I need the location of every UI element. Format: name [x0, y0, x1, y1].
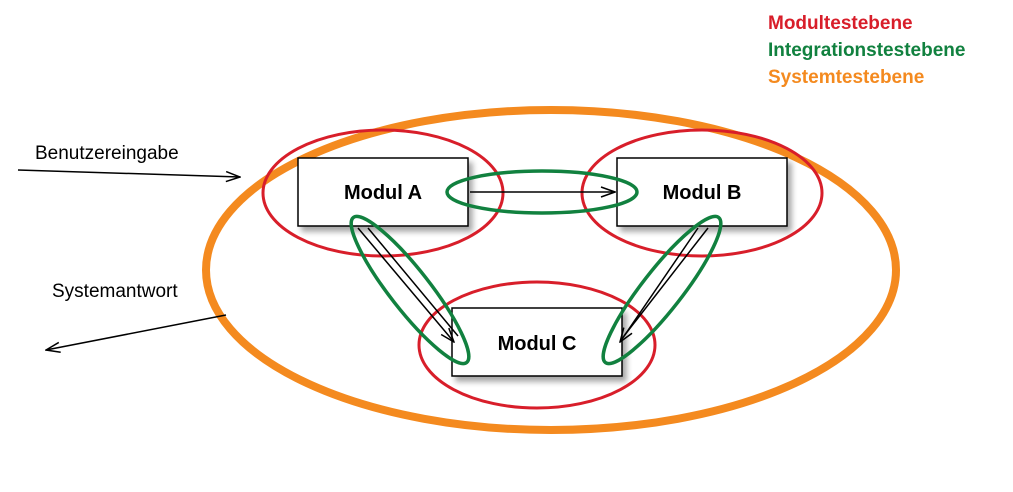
legend-module-level: Modultestebene [768, 13, 913, 34]
module-b-box: Modul B [616, 157, 788, 227]
integration-a-c-ellipse [349, 214, 471, 366]
integration-b-c-ellipse [601, 214, 723, 366]
user-input-label: Benutzereingabe [35, 143, 179, 164]
arrow-b-to-c-1 [620, 227, 699, 342]
module-b-test-ellipse [580, 128, 824, 258]
user-input-arrow [17, 169, 240, 177]
legend-integration-level: Integrationstestebene [768, 40, 966, 61]
system-response-label: Systemantwort [52, 281, 178, 302]
module-c-label: Modul C [498, 333, 577, 355]
module-a-label: Modul A [344, 182, 422, 204]
arrow-a-to-c-2 [367, 227, 459, 337]
system-response-arrow [46, 314, 227, 350]
integration-a-b-ellipse [445, 169, 639, 215]
module-b-label: Modul B [663, 182, 742, 204]
legend: Modultestebene Integrationstestebene Sys… [768, 10, 965, 91]
arrow-b-to-c-2 [623, 227, 709, 337]
module-a-test-ellipse [261, 128, 505, 258]
legend-system-level: Systemtestebene [768, 67, 925, 88]
module-c-test-ellipse [417, 280, 657, 410]
module-c-box: Modul C [451, 307, 623, 377]
arrow-a-to-c-1 [357, 227, 454, 342]
module-a-box: Modul A [297, 157, 469, 227]
system-test-ellipse [202, 106, 900, 434]
